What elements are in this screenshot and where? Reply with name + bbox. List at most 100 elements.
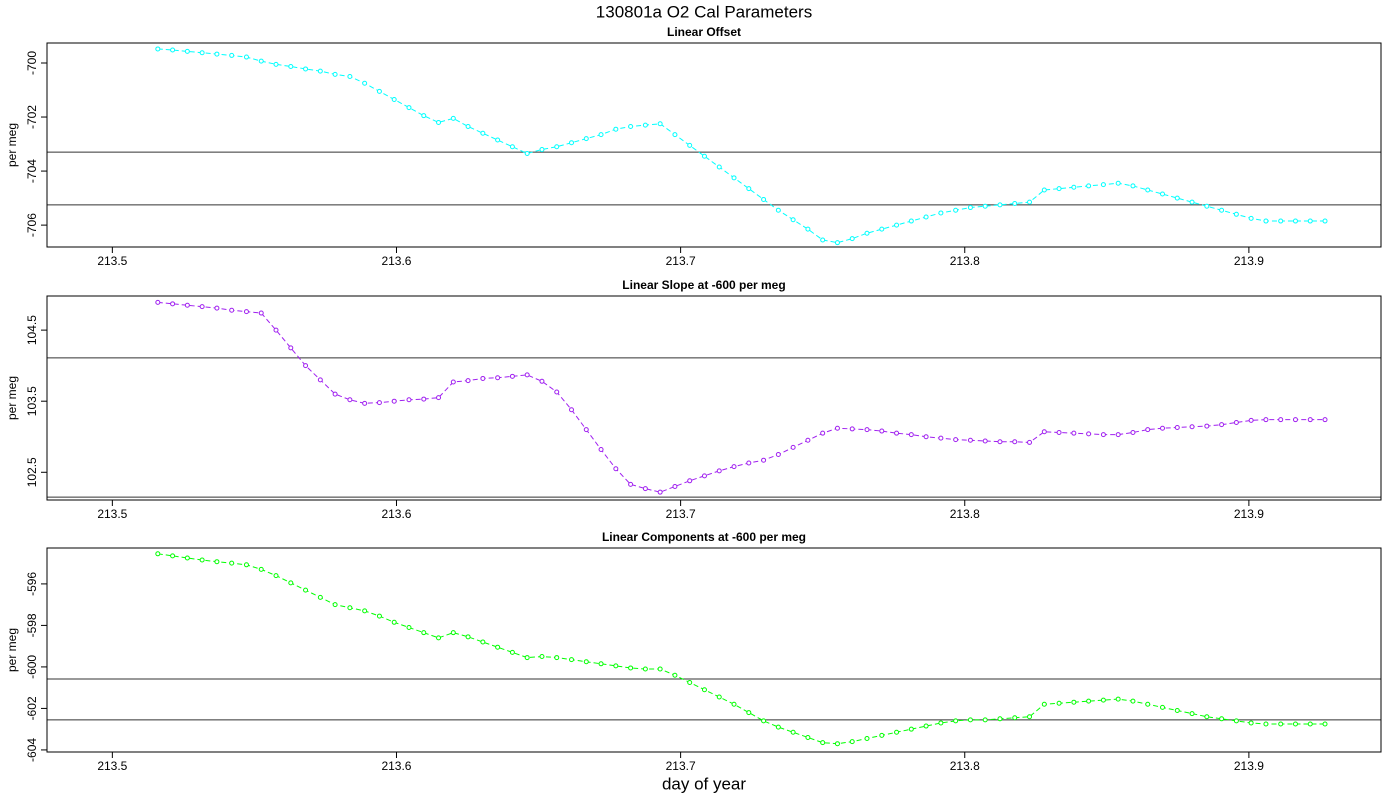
data-point <box>155 299 161 305</box>
data-point <box>1041 187 1047 193</box>
data-point <box>598 661 604 667</box>
data-point <box>716 468 722 474</box>
data-point <box>539 378 545 384</box>
data-point <box>790 217 796 223</box>
data-point <box>1322 218 1328 224</box>
x-tick-label: 213.9 <box>1234 759 1264 773</box>
data-point <box>170 553 176 559</box>
data-point <box>406 397 412 403</box>
data-point <box>1027 439 1033 445</box>
data-point <box>923 723 929 729</box>
x-tick-label: 213.6 <box>381 759 411 773</box>
data-point <box>1115 432 1121 438</box>
data-point <box>1145 701 1151 707</box>
data-point <box>1248 417 1254 423</box>
data-point <box>731 175 737 181</box>
data-point <box>465 634 471 640</box>
data-point <box>805 437 811 443</box>
data-point <box>716 164 722 170</box>
figure-title: 130801a O2 Cal Parameters <box>596 2 812 21</box>
data-point <box>554 655 560 661</box>
data-point <box>805 734 811 740</box>
data-point <box>1160 425 1166 431</box>
data-point <box>495 375 501 381</box>
data-point <box>938 210 944 216</box>
data-point <box>613 126 619 132</box>
data-point <box>406 105 412 111</box>
y-tick-label: -704 <box>25 159 39 183</box>
data-point <box>583 427 589 433</box>
data-point <box>1322 417 1328 423</box>
y-tick-label: 104.5 <box>25 315 39 345</box>
data-point <box>1292 218 1298 224</box>
data-point <box>1100 697 1106 703</box>
data-point <box>436 119 442 125</box>
data-point <box>155 551 161 557</box>
data-point <box>406 624 412 630</box>
data-point <box>258 566 264 572</box>
data-point <box>982 717 988 723</box>
data-point <box>1263 218 1269 224</box>
data-point <box>1278 721 1284 727</box>
data-point <box>332 391 338 397</box>
data-point <box>834 240 840 246</box>
data-point <box>1307 721 1313 727</box>
data-point <box>701 473 707 479</box>
data-point <box>317 377 323 383</box>
y-tick-label: 103.5 <box>25 386 39 416</box>
data-point <box>569 407 575 413</box>
data-point <box>997 716 1003 722</box>
data-point <box>997 202 1003 208</box>
panel-title: Linear Offset <box>667 25 741 39</box>
data-point <box>273 327 279 333</box>
data-point <box>672 132 678 138</box>
panel-title: Linear Components at -600 per meg <box>602 530 806 544</box>
data-point <box>391 398 397 404</box>
data-point <box>436 395 442 401</box>
data-point <box>376 88 382 94</box>
data-point <box>1307 218 1313 224</box>
data-point <box>554 389 560 395</box>
data-point <box>1056 700 1062 706</box>
data-point <box>229 52 235 58</box>
data-point <box>214 51 220 57</box>
data-point <box>524 151 530 157</box>
data-point <box>480 130 486 136</box>
data-point <box>953 437 959 443</box>
y-tick-label: -596 <box>25 572 39 596</box>
data-point <box>864 427 870 433</box>
plot-frame <box>46 547 1382 753</box>
data-point <box>184 555 190 561</box>
data-point <box>879 428 885 434</box>
data-point <box>1056 186 1062 192</box>
data-point <box>1263 417 1269 423</box>
y-tick-label: -600 <box>25 655 39 679</box>
data-point <box>1204 714 1210 720</box>
data-point <box>1292 721 1298 727</box>
data-point <box>1219 422 1225 428</box>
data-point <box>1115 180 1121 186</box>
data-point <box>509 373 515 379</box>
data-point <box>243 562 249 568</box>
data-point <box>524 655 530 661</box>
data-point <box>687 142 693 148</box>
data-point <box>1130 429 1136 435</box>
data-point <box>1233 211 1239 217</box>
y-tick-label: -598 <box>25 613 39 637</box>
data-point <box>775 724 781 730</box>
series-line <box>157 553 1326 745</box>
data-point <box>1071 184 1077 190</box>
data-point <box>849 236 855 242</box>
data-point <box>761 718 767 724</box>
data-point <box>184 302 190 308</box>
data-point <box>1233 718 1239 724</box>
data-point <box>1086 698 1092 704</box>
x-tick-label: 213.8 <box>950 254 980 268</box>
data-point <box>391 96 397 102</box>
data-point <box>258 310 264 316</box>
data-point <box>1012 200 1018 206</box>
data-point <box>258 58 264 64</box>
data-point <box>1027 714 1033 720</box>
data-point <box>1204 203 1210 209</box>
data-point <box>1027 199 1033 205</box>
